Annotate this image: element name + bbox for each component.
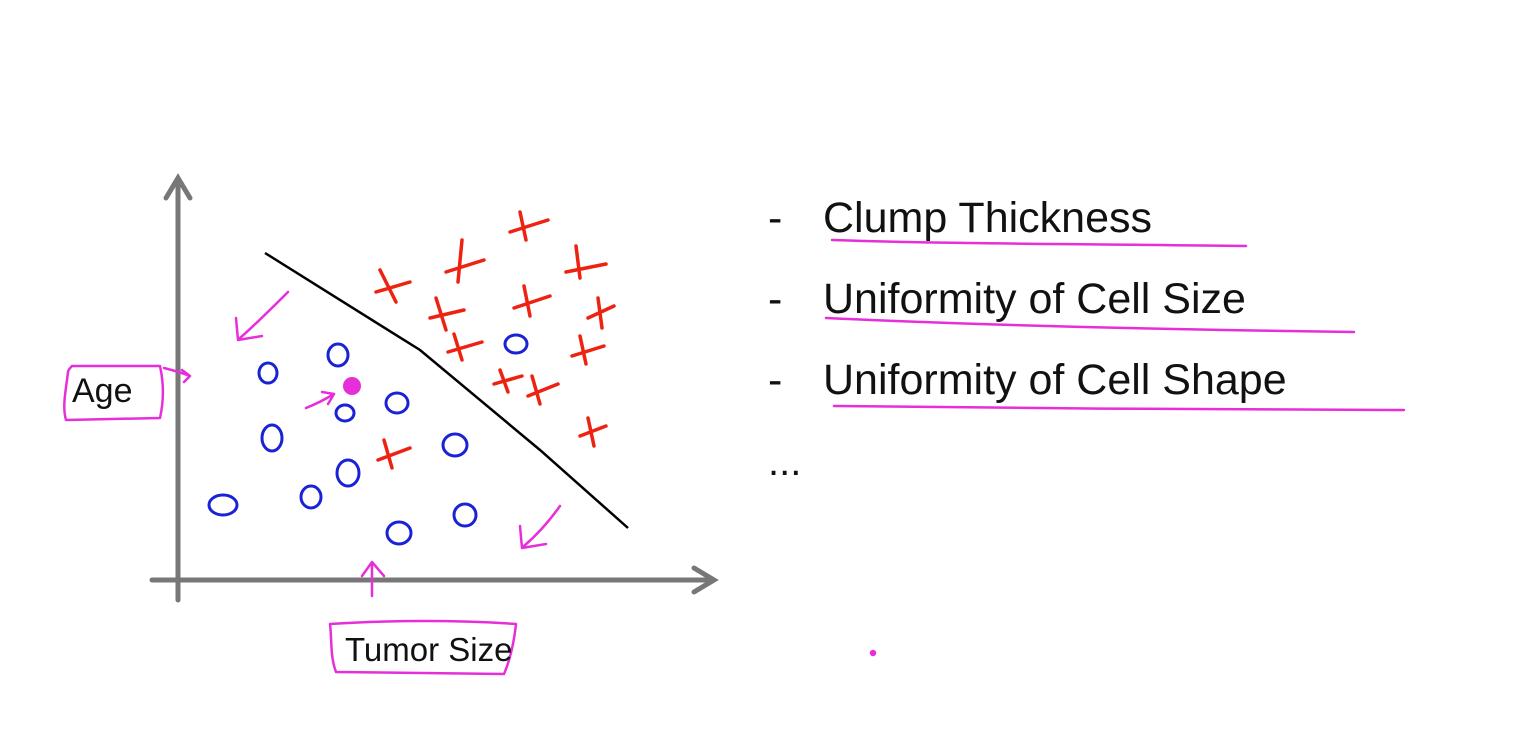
benign-marker: [503, 333, 529, 355]
benign-marker: [299, 484, 323, 510]
malignant-marker: [570, 334, 606, 366]
shrink-arrow-upper-left: [234, 290, 290, 342]
axes: [149, 173, 719, 603]
malignant-marker: [492, 368, 524, 394]
benign-marker: [260, 423, 284, 453]
benign-marker: [257, 361, 279, 385]
feature-label: Clump Thickness: [823, 194, 1152, 242]
bullet-dash: -: [768, 194, 783, 242]
age-label-box: [63, 364, 165, 422]
bullet-dash: -: [768, 275, 783, 323]
malignant-marker: [526, 374, 560, 406]
malignant-marker: [446, 332, 484, 362]
annotations: [63, 238, 1406, 676]
y-axis-label: Age: [72, 372, 133, 410]
malignant-marker: [376, 438, 412, 470]
benign-marker: [334, 403, 356, 423]
benign-marker: [441, 432, 469, 458]
x-axis-label: Tumor Size: [345, 631, 513, 668]
malignant-marker: [508, 210, 550, 242]
feature-label: Uniformity of Cell Shape: [823, 356, 1287, 404]
feature-label: Uniformity of Cell Size: [823, 275, 1246, 323]
benign-marker: [385, 520, 413, 546]
benign-marker: [207, 493, 239, 517]
feature-underline: [824, 316, 1356, 334]
y-axis-arrowhead: [163, 173, 193, 201]
malignant-marker: [512, 284, 552, 318]
benign-marker: [452, 502, 478, 528]
benign-marker: [326, 342, 350, 368]
malignant-marker: [586, 296, 616, 330]
malignant-marker: [564, 244, 608, 280]
stray-dot: [869, 649, 877, 657]
tumor-size-label-box: [328, 619, 518, 676]
malignant-marker: [428, 296, 466, 332]
more-features-ellipsis: ...: [768, 440, 802, 484]
benign-marker: [384, 391, 410, 415]
query-pointer-arrow: [304, 390, 336, 410]
bullet-dash: -: [768, 356, 783, 404]
malignant-markers: [374, 210, 616, 470]
shrink-arrow-lower-right: [518, 504, 562, 550]
benign-markers: [207, 333, 529, 546]
feature-underline: [830, 238, 1248, 248]
query-point: [343, 377, 361, 395]
x-axis-arrowhead: [691, 565, 719, 595]
malignant-marker: [578, 416, 608, 448]
malignant-marker: [374, 268, 412, 304]
malignant-marker: [444, 238, 486, 284]
decision-boundary-line: [264, 251, 629, 529]
benign-marker: [335, 458, 361, 488]
tumor-size-pointer-arrow: [360, 560, 386, 598]
age-pointer-arrow: [162, 366, 192, 384]
feature-underline: [832, 404, 1406, 412]
